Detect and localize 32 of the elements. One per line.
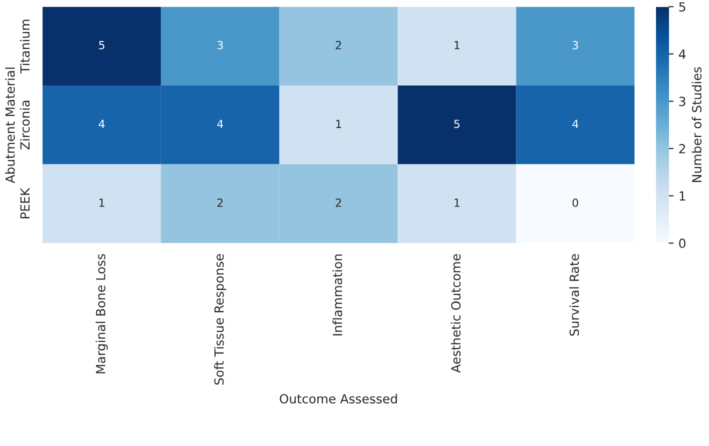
data-label: 0 [572,198,578,207]
data-label: 5 [454,120,460,128]
data-label: 2 [336,198,341,207]
color-bar-label: 5 [679,2,686,12]
x-tick-label: Inflammation [332,254,342,336]
x-tick-label: Soft Tissue Response [214,254,226,385]
data-label: 3 [572,40,578,50]
x-tick-label: Survival Rate [569,254,579,336]
color-bar-label: 3 [679,96,686,106]
x-axis-title: Outcome Assessed [280,394,397,404]
color-bar-title: Number of Studies [692,67,702,182]
color-bar-label: 1 [680,191,686,201]
y-tick-label: Titanium [20,20,30,74]
y-tick-label: Zirconia [20,100,30,150]
data-label: 4 [98,120,105,128]
data-label: 1 [336,120,342,128]
data-label: 5 [99,41,104,50]
data-label: 1 [99,198,104,207]
y-tick-label: PEEK [20,188,30,218]
data-label: 1 [454,198,460,207]
data-label: 2 [217,198,223,207]
data-label: 1 [454,41,460,50]
color-bar-label: 2 [679,144,686,154]
data-label: 3 [217,40,223,50]
data-label: 4 [217,120,224,128]
y-axis-title: Abutment Material [5,68,15,184]
data-label: 2 [336,40,341,50]
x-tick-label: Aesthetic Outcome [450,254,461,373]
color-bar-label: 4 [678,50,686,59]
data-label: 4 [572,120,578,128]
x-tick-label: Marginal Bone Loss [96,254,108,374]
color-bar-label: 0 [679,238,686,248]
